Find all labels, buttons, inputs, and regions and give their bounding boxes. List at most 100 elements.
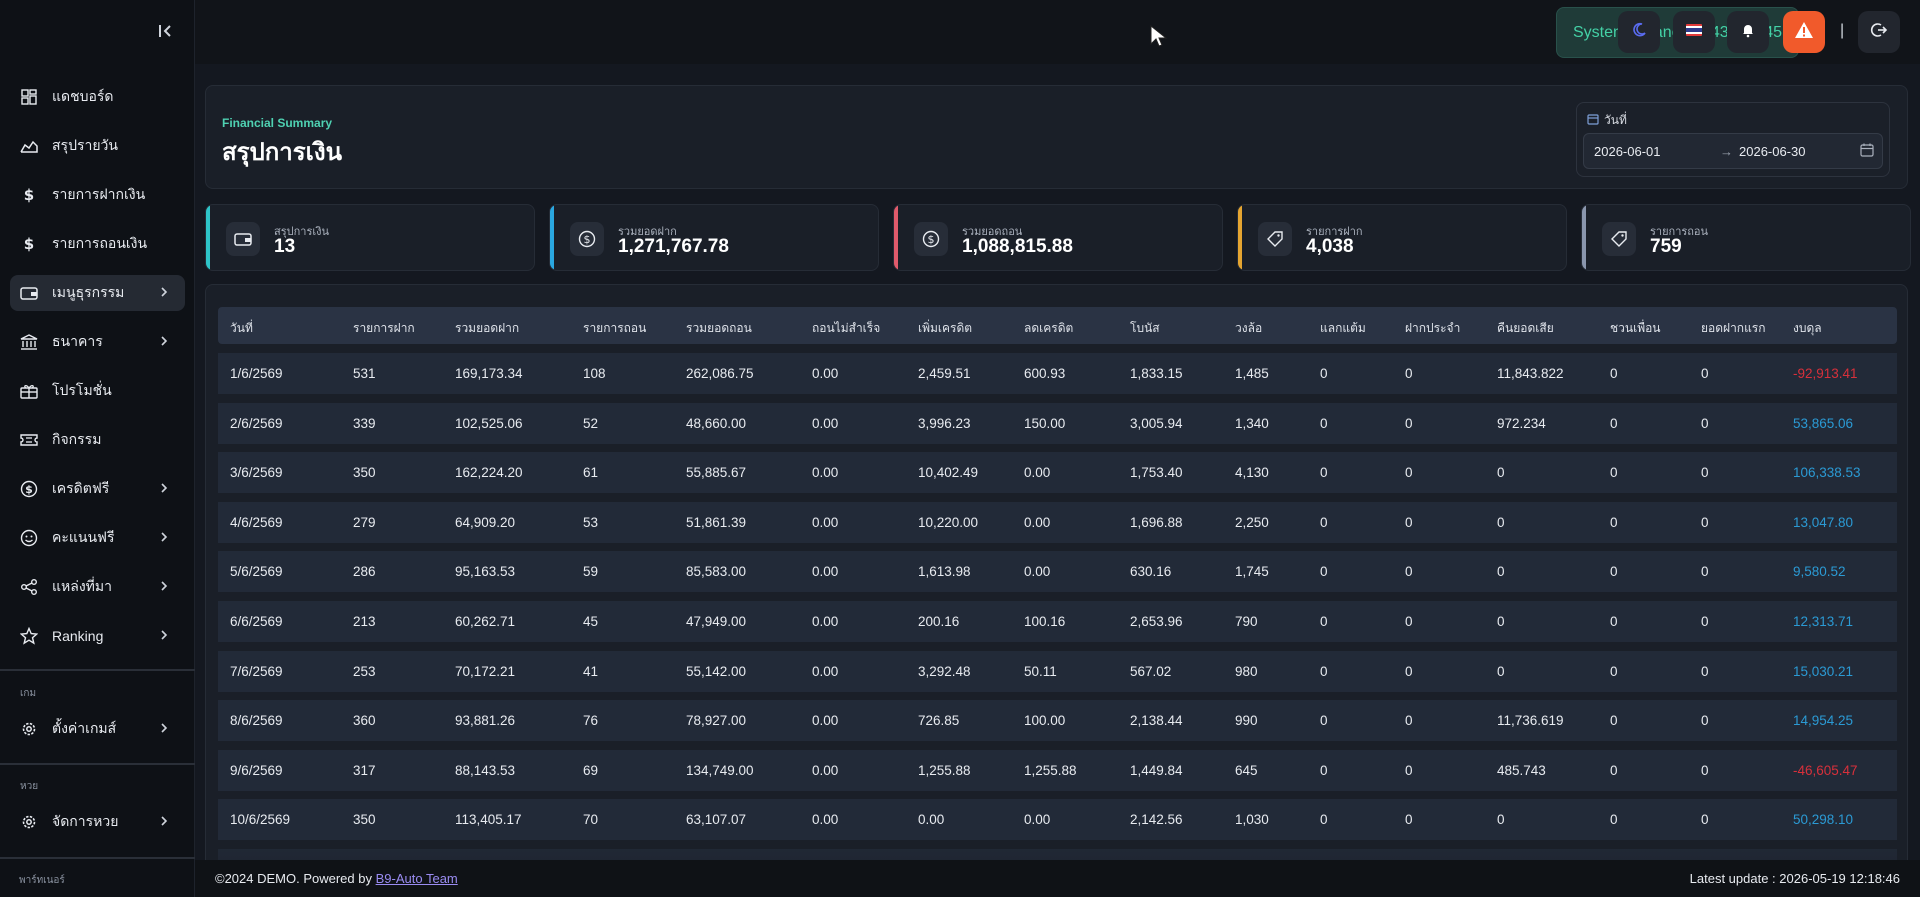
table-cell: 1/6/2569 [230,366,283,381]
column-header[interactable]: งบดุล [1793,321,1822,335]
tag-icon [1258,222,1292,256]
table-cell: 567.02 [1130,663,1172,679]
table-cell: 0.00 [1024,465,1051,481]
table-cell: 630.16 [1130,564,1172,580]
table-cell: 2,142.56 [1130,812,1183,828]
table-cell: 0 [1405,564,1413,580]
table-cell: 51,861.39 [686,514,747,530]
table-row[interactable]: 2/6/2569 339 102,525.06 52 48,660.00 0.00 3,99… [218,402,1897,444]
smile-icon [20,529,38,547]
table-cell: 0 [1610,564,1618,580]
column-header[interactable]: วันที่ [230,321,253,335]
sidebar-item-3[interactable]: $ รายการฝากเงิน [10,177,185,213]
table-cell: 102,525.06 [455,415,523,431]
sidebar-item-6[interactable]: ธนาคาร [10,324,185,360]
table-cell: 76 [583,713,599,729]
table-cell: 108 [583,366,606,381]
column-header[interactable]: ยอดฝากแรก [1701,321,1766,335]
logout-button[interactable] [1858,11,1900,53]
table-cell: 1,745 [1235,564,1269,580]
sidebar-item-7[interactable]: โปรโมชั่น [10,373,185,409]
date-label: วันที่ [1587,111,1627,130]
column-header[interactable]: คืนยอดเสีย [1497,321,1554,335]
table-cell: 10,220.00 [918,514,979,530]
sidebar-item-2[interactable]: สรุปรายวัน [10,128,185,164]
column-header[interactable]: ฝากประจำ [1405,321,1461,335]
date-label-text: วันที่ [1604,113,1627,127]
column-header[interactable]: ถอนไม่สำเร็จ [812,321,881,335]
table-cell: 4,130 [1235,465,1269,481]
table-cell: 0.00 [1024,812,1051,828]
sidebar-item-10[interactable]: คะแนนฟรี [10,520,185,556]
column-header[interactable]: เพิ่มเครดิต [918,321,973,335]
stat-value: 4,038 [1306,236,1354,257]
column-header[interactable]: ชวนเพื่อน [1610,321,1661,335]
table-row[interactable]: 8/6/2569 360 93,881.26 76 78,927.00 0.00 726.8… [218,700,1897,742]
column-header[interactable]: ลดเครดิต [1024,321,1074,335]
table-cell: 0 [1610,415,1618,431]
theme-toggle-button[interactable] [1618,11,1660,53]
sidebar-item-label: คะแนนฟรี [52,529,115,545]
sidebar-item-lotto[interactable]: จัดการหวย [10,804,185,840]
table-cell: 0 [1610,514,1618,530]
date-to-input[interactable]: 2026-06-30 [1739,144,1806,159]
table-cell: 0 [1320,713,1328,729]
date-range-picker[interactable]: 2026-06-01 → 2026-06-30 [1583,133,1883,169]
collapse-left-icon[interactable] [156,22,176,42]
calendar-icon[interactable] [1860,143,1874,160]
column-header[interactable]: รวมยอดถอน [686,321,752,335]
table-cell: 0 [1320,514,1328,530]
date-from-input[interactable]: 2026-06-01 [1594,144,1661,159]
column-header[interactable]: แลกแต้ม [1320,321,1366,335]
column-header[interactable]: โบนัส [1130,321,1160,335]
table-cell: 0 [1701,713,1709,729]
alert-button[interactable] [1783,11,1825,53]
powered-by-link[interactable]: B9-Auto Team [375,871,458,886]
partner-label: พาร์ทเนอร์ [19,875,65,886]
dollar-circle-icon: $ [570,222,604,256]
table-cell: 0 [1405,812,1413,828]
chevron-right-icon [157,579,171,593]
table-row[interactable]: 7/6/2569 253 70,172.21 41 55,142.00 0.00 3,292… [218,650,1897,692]
sidebar-item-8[interactable]: กิจกรรม [10,422,185,458]
sidebar-item-label: เครดิตฟรี [52,480,110,496]
sidebar-item-label: รายการฝากเงิน [52,186,146,202]
column-header[interactable]: รายการฝาก [353,321,415,335]
table-cell: 0.00 [812,713,839,729]
column-header[interactable]: รายการถอน [583,321,647,335]
table-cell: 0 [1405,415,1413,431]
table-cell: 3/6/2569 [230,465,283,481]
table-row[interactable]: 10/6/2569 350 113,405.17 70 63,107.07 0.00 0.0… [218,799,1897,841]
column-header[interactable]: รวมยอดฝาก [455,321,520,335]
sidebar-item-4[interactable]: $ รายการถอนเงิน [10,226,185,262]
table-cell: 0 [1497,614,1505,629]
table-cell: 100.00 [1024,713,1066,729]
table-cell: 0.00 [812,415,839,431]
table-cell: 0.00 [812,762,839,778]
table-cell: 47,949.00 [686,614,747,629]
sidebar-item-11[interactable]: แหล่งที่มา [10,569,185,605]
table-row[interactable]: 4/6/2569 279 64,909.20 53 51,861.39 0.00 10,22… [218,501,1897,543]
notifications-button[interactable] [1727,11,1769,53]
sidebar-item-9[interactable]: $ เครดิตฟรี [10,471,185,507]
sidebar-item-label: สรุปรายวัน [52,137,118,153]
table-row[interactable]: 6/6/2569 213 60,262.71 45 47,949.00 0.00 200.1… [218,601,1897,642]
tag-icon [1602,222,1636,256]
table-row[interactable]: 3/6/2569 350 162,224.20 61 55,885.67 0.00 10,4… [218,452,1897,494]
column-header[interactable]: วงล้อ [1235,321,1263,335]
table-cell: 95,163.53 [455,564,516,580]
table-cell: 0 [1405,663,1413,679]
table-row[interactable]: 9/6/2569 317 88,143.53 69 134,749.00 0.00 1,25… [218,749,1897,791]
table-cell: -92,913.41 [1793,366,1858,381]
sidebar-item-game-settings[interactable]: ตั้งค่าเกมส์ [10,711,185,747]
sidebar-item-5[interactable]: เมนูธุรกรรม [10,275,185,311]
table-cell: 1,255.88 [918,762,971,778]
table-row[interactable]: 5/6/2569 286 95,163.53 59 85,583.00 0.00 1,613… [218,551,1897,593]
sidebar-item-1[interactable]: แดชบอร์ด [10,79,185,115]
table-cell: 12,313.71 [1793,614,1854,629]
sidebar-item-label: ธนาคาร [52,333,103,349]
table-cell: 70 [583,812,599,828]
language-button[interactable] [1673,11,1715,53]
sidebar-item-12[interactable]: Ranking [10,618,185,654]
table-row[interactable]: 1/6/2569 531 169,173.34 108 262,086.75 0.00 2,… [218,353,1897,394]
